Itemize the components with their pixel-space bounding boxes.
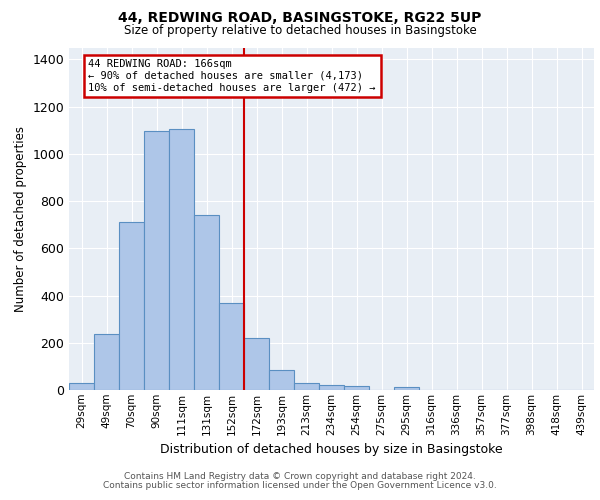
Y-axis label: Number of detached properties: Number of detached properties	[14, 126, 27, 312]
Bar	[269, 370, 294, 390]
Bar	[94, 334, 119, 390]
Bar	[169, 129, 194, 390]
Text: Contains public sector information licensed under the Open Government Licence v3: Contains public sector information licen…	[103, 481, 497, 490]
Bar	[194, 215, 219, 390]
Bar	[144, 132, 169, 390]
Bar	[69, 383, 94, 390]
Bar	[244, 338, 269, 390]
Bar	[319, 386, 344, 390]
Bar	[344, 386, 369, 390]
Bar	[219, 302, 244, 390]
X-axis label: Distribution of detached houses by size in Basingstoke: Distribution of detached houses by size …	[160, 443, 503, 456]
Text: 44, REDWING ROAD, BASINGSTOKE, RG22 5UP: 44, REDWING ROAD, BASINGSTOKE, RG22 5UP	[118, 11, 482, 25]
Bar	[119, 222, 144, 390]
Text: Size of property relative to detached houses in Basingstoke: Size of property relative to detached ho…	[124, 24, 476, 37]
Text: Contains HM Land Registry data © Crown copyright and database right 2024.: Contains HM Land Registry data © Crown c…	[124, 472, 476, 481]
Bar	[394, 387, 419, 390]
Bar	[294, 383, 319, 390]
Text: 44 REDWING ROAD: 166sqm
← 90% of detached houses are smaller (4,173)
10% of semi: 44 REDWING ROAD: 166sqm ← 90% of detache…	[89, 60, 376, 92]
